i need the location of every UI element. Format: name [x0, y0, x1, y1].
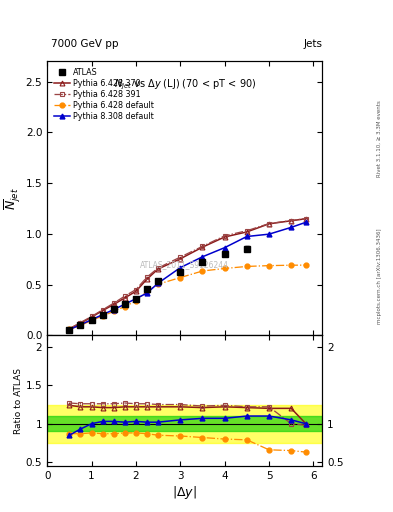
X-axis label: $|\Delta y|$: $|\Delta y|$: [172, 483, 197, 501]
Legend: ATLAS, Pythia 6.428 370, Pythia 6.428 391, Pythia 6.428 default, Pythia 8.308 de: ATLAS, Pythia 6.428 370, Pythia 6.428 39…: [51, 66, 156, 123]
Text: mcplots.cern.ch [arXiv:1306.3436]: mcplots.cern.ch [arXiv:1306.3436]: [377, 229, 382, 324]
Text: ATLAS_2011_S9126244: ATLAS_2011_S9126244: [140, 260, 229, 269]
Y-axis label: Ratio to ATLAS: Ratio to ATLAS: [14, 368, 23, 434]
Text: $N_{jet}$ vs $\Delta y$ (LJ) (70 < pT < 90): $N_{jet}$ vs $\Delta y$ (LJ) (70 < pT < …: [114, 78, 256, 92]
Text: Jets: Jets: [303, 38, 322, 49]
Text: 7000 GeV pp: 7000 GeV pp: [51, 38, 119, 49]
Bar: [47, 416, 322, 432]
Y-axis label: $\overline{N}_{jet}$: $\overline{N}_{jet}$: [3, 187, 23, 210]
Bar: [47, 404, 322, 443]
Text: Rivet 3.1.10, ≥ 3.3M events: Rivet 3.1.10, ≥ 3.3M events: [377, 100, 382, 177]
